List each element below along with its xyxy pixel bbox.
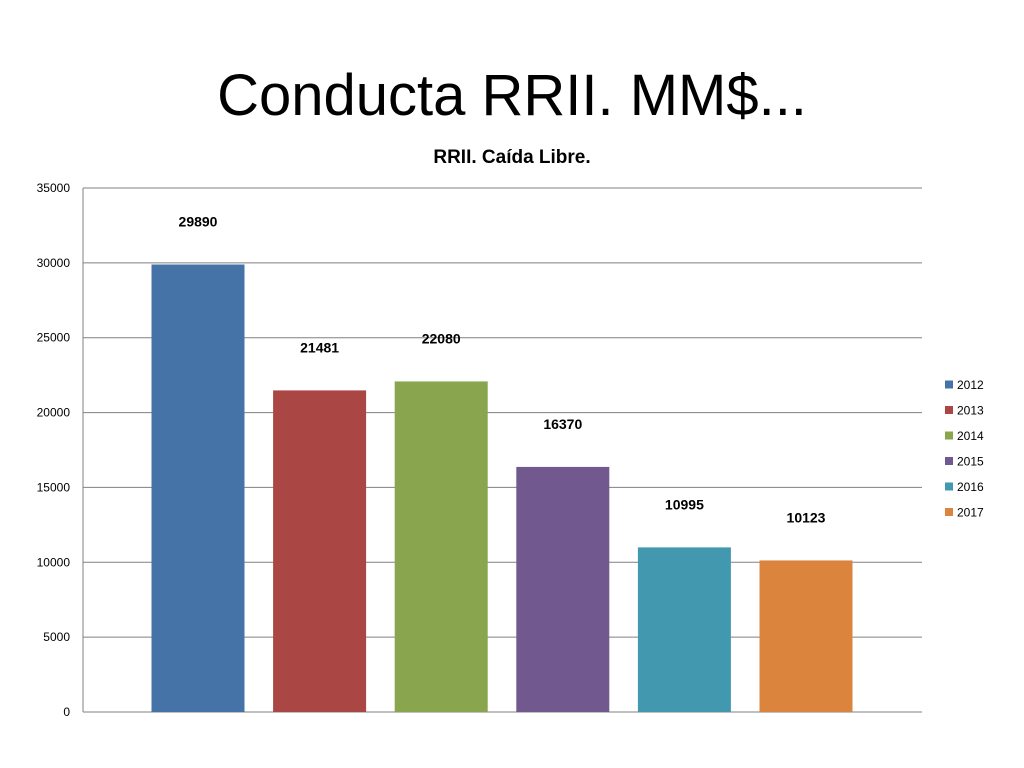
legend-swatch-2016: [945, 482, 953, 491]
legend-swatch-2015: [945, 457, 953, 465]
data-labels: 29890 21481 22080 16370 10995 10123: [179, 214, 826, 526]
bar-2017: [759, 560, 853, 712]
y-tick-label: 35000: [37, 181, 71, 195]
legend-label-2016: 2016: [957, 480, 984, 494]
legend: 2012 2013 2014 2015 2016 2017: [945, 378, 984, 520]
data-label-2016: 10995: [665, 496, 704, 512]
legend-label-2012: 2012: [957, 378, 984, 392]
y-tick-label: 30000: [37, 256, 71, 270]
bar-2013: [273, 390, 367, 712]
legend-swatch-2012: [945, 380, 953, 389]
legend-swatch-2014: [945, 431, 953, 440]
legend-label-2015: 2015: [957, 455, 984, 469]
y-tick-label: 25000: [37, 331, 71, 345]
slide-title: Conducta RRII. MM$...: [217, 63, 807, 128]
data-label-2015: 16370: [543, 416, 582, 432]
bar-2015: [516, 466, 610, 712]
bar-2014: [394, 381, 488, 712]
legend-label-2014: 2014: [957, 429, 984, 443]
bar-2012: [151, 264, 245, 712]
data-label-2012: 29890: [179, 214, 218, 230]
y-tick-label: 10000: [37, 555, 71, 569]
bars: [151, 264, 853, 712]
data-label-2014: 22080: [422, 330, 461, 346]
data-label-2017: 10123: [787, 509, 826, 525]
y-axis-ticks: 0 5000 10000 15000 20000 25000 30000 35000: [37, 181, 71, 719]
bar-2016: [637, 547, 731, 712]
y-tick-label: 5000: [43, 630, 70, 644]
chart-title: RRII. Caída Libre.: [433, 147, 590, 168]
legend-label-2013: 2013: [957, 404, 984, 418]
legend-swatch-2017: [945, 508, 953, 516]
y-tick-label: 0: [63, 705, 70, 719]
y-tick-label: 15000: [37, 480, 71, 494]
legend-label-2017: 2017: [957, 506, 984, 520]
y-tick-label: 20000: [37, 406, 71, 420]
legend-swatch-2013: [945, 406, 953, 414]
data-label-2013: 21481: [300, 339, 339, 355]
